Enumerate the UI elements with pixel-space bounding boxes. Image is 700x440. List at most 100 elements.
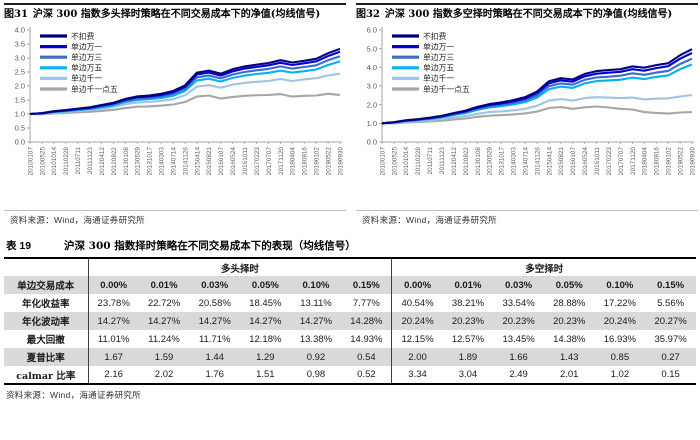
x-tick-label: 20131017 bbox=[147, 147, 154, 176]
legend-label-单边万一: 单边万一 bbox=[71, 41, 102, 51]
value-cell: 1.66 bbox=[493, 348, 544, 366]
x-tick-label: 20190102 bbox=[314, 147, 321, 176]
cost-row-label: 单边交易成本 bbox=[4, 276, 89, 294]
cost-header-row: 单边交易成本 0.00% 0.01% 0.03% 0.05% 0.10% 0.15% 0.0… bbox=[4, 276, 696, 294]
x-tick-label: 20180404 bbox=[642, 147, 649, 176]
table-19-source: 资料来源：Wind，海通证券研究所 bbox=[6, 390, 141, 400]
x-tick-label: 20110711 bbox=[427, 147, 434, 175]
x-tick-label: 20140303 bbox=[511, 147, 518, 176]
value-cell: 11.71% bbox=[198, 333, 231, 345]
legend-label-单边千一: 单边千一 bbox=[423, 73, 454, 83]
x-tick-label: 20101014 bbox=[403, 147, 410, 176]
legend-label-不扣费: 不扣费 bbox=[423, 31, 447, 41]
legend-label-单边千一点五: 单边千一点五 bbox=[423, 84, 470, 94]
value-cell: 0.92 bbox=[290, 348, 342, 366]
y-tick-label: 1.5 bbox=[15, 96, 25, 105]
value-cell: 1.02 bbox=[610, 369, 630, 380]
table-row: 夏普比率 1.67 1.59 1.44 1.29 0.92 0.54 2.00 1.89 1.66… bbox=[4, 348, 696, 366]
value-cell: 28.88% bbox=[553, 297, 586, 309]
value-cell: 1.43 bbox=[543, 348, 595, 366]
cost-header-cell: 0.10% bbox=[594, 276, 646, 294]
x-tick-label: 20160107 bbox=[218, 147, 225, 176]
value-cell: 11.24% bbox=[148, 333, 180, 345]
value-cell: 22.72% bbox=[147, 297, 181, 309]
value-cell: 1.59 bbox=[138, 348, 190, 366]
x-tick-label: 20161011 bbox=[594, 147, 601, 175]
x-tick-label: 20190522 bbox=[325, 147, 332, 176]
series-line-单边千一 bbox=[381, 93, 693, 125]
cost-header-cell: 0.05% bbox=[240, 276, 291, 294]
y-tick-label: 1.0 bbox=[367, 119, 377, 128]
x-tick-label: 20171120 bbox=[630, 147, 637, 175]
x-tick-label: 20170707 bbox=[618, 147, 625, 176]
value-cell: 13.11% bbox=[300, 297, 332, 309]
value-cell: 3.04 bbox=[458, 369, 478, 380]
x-tick-label: 20120822 bbox=[463, 147, 470, 176]
x-tick-label: 20141126 bbox=[182, 147, 189, 175]
x-tick-label: 20190930 bbox=[337, 147, 344, 176]
value-cell: 1.89 bbox=[442, 348, 494, 366]
x-tick-label: 20100525 bbox=[39, 147, 46, 176]
x-tick-label: 20150414 bbox=[546, 147, 553, 176]
x-tick-label: 20161011 bbox=[242, 147, 249, 175]
series-line-不扣费 bbox=[381, 48, 693, 125]
value-cell: 20.24% bbox=[594, 312, 646, 330]
group-header-spacer bbox=[4, 258, 88, 276]
table-19-title-text: 沪深 300 指数择时策略在不同交易成本下的表现（均线信号） bbox=[64, 240, 356, 252]
value-cell: 14.27% bbox=[87, 312, 139, 330]
figure-32-title-text: 沪深 300 指数多空择时策略在不同交易成本下的净值(均线信号) bbox=[384, 9, 673, 20]
value-cell: 18.45% bbox=[249, 297, 282, 309]
y-tick-label: 4.0 bbox=[15, 26, 25, 35]
y-tick-label: 6.0 bbox=[367, 26, 377, 35]
x-tick-label: 20110711 bbox=[75, 147, 82, 175]
figure-32: 图32 沪深 300 指数多空择时策略在不同交易成本下的净值(均线信号) 6.0 5… bbox=[356, 3, 698, 228]
figure-31: 图31 沪深 300 指数多头择时策略在不同交易成本下的净值(均线信号) 4.0 3… bbox=[4, 3, 346, 228]
x-tick-label: 20170223 bbox=[254, 147, 261, 176]
value-cell: 20.58% bbox=[198, 297, 231, 309]
value-cell: 14.27% bbox=[290, 312, 342, 330]
cost-header-cell: 0.05% bbox=[543, 276, 595, 294]
x-tick-label: 20170707 bbox=[266, 147, 273, 176]
x-tick-label: 20190522 bbox=[677, 147, 684, 176]
x-tick-label: 20180816 bbox=[654, 147, 661, 176]
x-tick-label: 20170223 bbox=[606, 147, 613, 176]
value-cell: 5.56% bbox=[657, 297, 685, 309]
y-tick-label: 5.0 bbox=[367, 44, 377, 53]
legend-label-不扣费: 不扣费 bbox=[71, 31, 95, 41]
x-tick-label: 20150821 bbox=[206, 147, 213, 176]
y-tick-label: 3.0 bbox=[15, 54, 25, 63]
legend-label-单边万三: 单边万三 bbox=[71, 52, 102, 62]
x-tick-label: 20190930 bbox=[689, 147, 696, 176]
cost-header-cell: 0.03% bbox=[189, 276, 241, 294]
figure-32-number: 图32 bbox=[356, 9, 380, 20]
cost-header-cell: 0.01% bbox=[138, 276, 190, 294]
x-tick-label: 20140714 bbox=[170, 147, 177, 176]
group-header-row: 多头择时 多空择时 bbox=[4, 258, 696, 276]
value-cell: 0.52 bbox=[357, 369, 376, 380]
y-tick-label: 3.0 bbox=[367, 82, 377, 91]
value-cell: 23.78% bbox=[87, 294, 139, 312]
value-cell: 2.00 bbox=[391, 348, 443, 366]
table-row: 年化波动率 14.27% 14.27% 14.27% 14.27% 14.27% 14.28… bbox=[4, 312, 696, 330]
x-tick-label: 20120412 bbox=[451, 147, 458, 176]
value-cell: 0.98 bbox=[306, 369, 326, 380]
legend-label-单边万五: 单边万五 bbox=[71, 63, 102, 73]
x-tick-label: 20100107 bbox=[379, 147, 386, 176]
y-tick-label: 3.5 bbox=[15, 40, 25, 49]
table-19-section: 表 19 沪深 300 指数择时策略在不同交易成本下的表现（均线信号） 多头择时… bbox=[4, 234, 696, 401]
value-cell: 35.97% bbox=[654, 333, 687, 345]
y-tick-label: 0.0 bbox=[15, 138, 25, 147]
cost-header-cell: 0.10% bbox=[290, 276, 342, 294]
performance-table: 多头择时 多空择时 单边交易成本 0.00% 0.01% 0.03% 0.05% 0.1… bbox=[4, 257, 696, 385]
value-cell: 20.23% bbox=[543, 312, 595, 330]
performance-table-body: 年化收益率 23.78% 22.72% 20.58% 18.45% 13.11% 7.77%… bbox=[4, 294, 696, 384]
legend-label-单边万一: 单边万一 bbox=[423, 41, 454, 51]
value-cell: 1.76 bbox=[205, 369, 224, 380]
x-tick-label: 20130108 bbox=[475, 147, 482, 176]
value-cell: 12.57% bbox=[451, 333, 485, 345]
x-tick-label: 20101014 bbox=[51, 147, 58, 176]
value-cell: 1.29 bbox=[240, 348, 291, 366]
